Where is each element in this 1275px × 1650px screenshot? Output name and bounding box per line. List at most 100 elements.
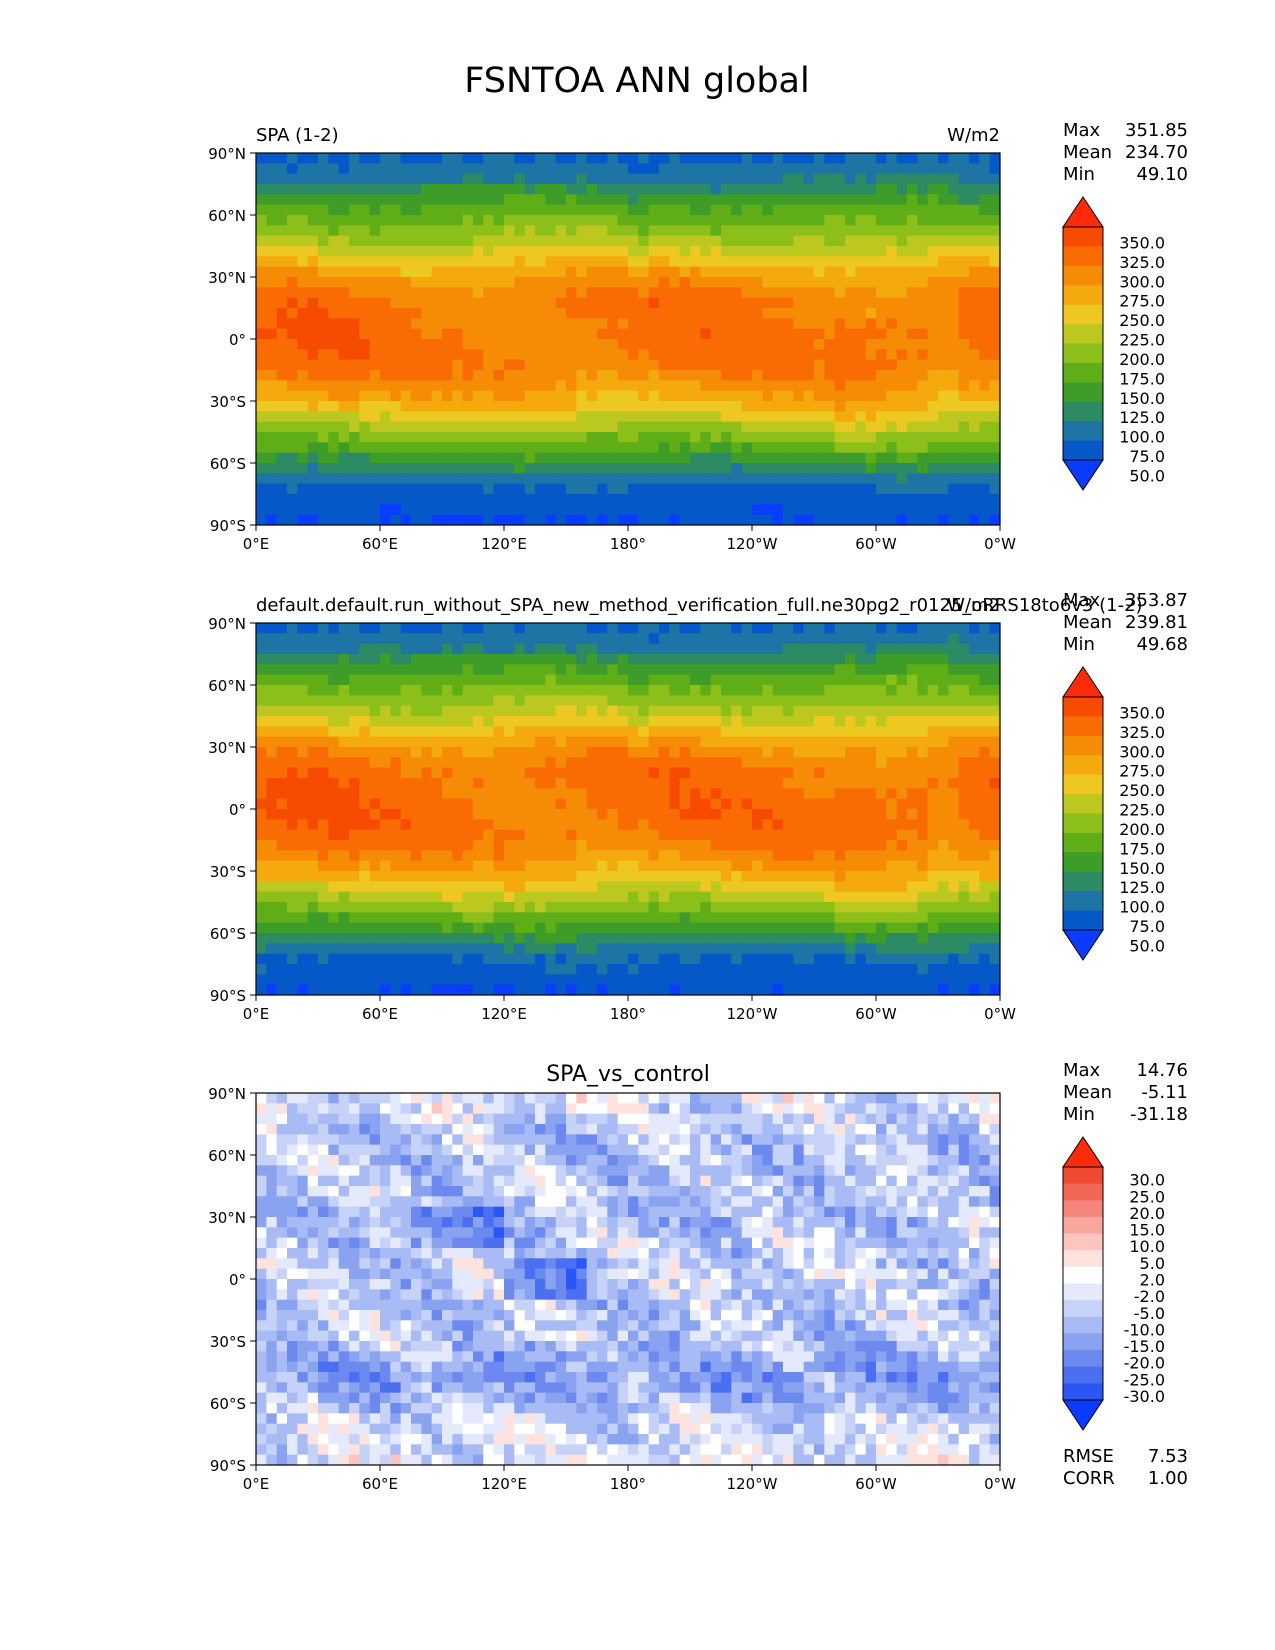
- map-cell: [380, 442, 391, 454]
- map-cell: [617, 494, 629, 505]
- map-cell: [700, 726, 712, 738]
- map-cell: [431, 349, 443, 361]
- map-cell: [917, 421, 929, 433]
- map-cell: [380, 246, 391, 257]
- map-cell: [597, 819, 608, 831]
- map-cell: [297, 674, 309, 686]
- map-cell: [266, 380, 278, 392]
- map-cell: [493, 757, 505, 769]
- map-cell: [555, 850, 567, 862]
- map-cell: [566, 349, 577, 361]
- map-cell: [566, 235, 577, 247]
- map-cell: [442, 235, 453, 247]
- map-cell: [617, 881, 629, 893]
- map-cell: [793, 421, 805, 433]
- map-cell: [989, 442, 1001, 454]
- map-cell: [886, 891, 898, 903]
- map-cell: [638, 401, 650, 412]
- map-cell: [731, 421, 743, 433]
- map-cell: [617, 623, 629, 634]
- map-cell: [958, 798, 970, 810]
- map-cell: [896, 359, 908, 371]
- map-cell: [793, 716, 805, 727]
- map-cell: [411, 153, 422, 164]
- map-cell: [369, 716, 381, 727]
- map-cell: [845, 504, 856, 516]
- map-cell: [400, 798, 412, 810]
- map-cell: [907, 674, 918, 686]
- map-cell: [731, 153, 743, 164]
- map-cell: [834, 757, 846, 769]
- map-cell: [969, 225, 980, 237]
- map-cell: [369, 225, 381, 237]
- map-cell: [390, 401, 402, 412]
- map-cell: [545, 778, 557, 789]
- map-cell: [442, 287, 453, 299]
- map-cell: [865, 246, 877, 257]
- map-cell: [535, 163, 546, 175]
- map-cell: [535, 933, 546, 944]
- map-cell: [855, 809, 867, 820]
- map-cell: [989, 623, 1001, 634]
- map-cell: [483, 225, 495, 237]
- map-cell: [452, 390, 464, 402]
- map-cell: [834, 401, 846, 412]
- map-cell: [741, 401, 753, 412]
- map-cell: [958, 339, 970, 350]
- map-cell: [669, 463, 681, 474]
- map-cell: [793, 674, 805, 686]
- map-cell: [545, 452, 557, 464]
- map-cell: [834, 235, 846, 247]
- map-cell: [638, 819, 650, 831]
- map-cell: [648, 912, 660, 924]
- map-cell: [349, 933, 360, 944]
- map-cell: [297, 912, 309, 924]
- map-cell: [555, 266, 567, 278]
- map-cell: [287, 194, 298, 206]
- map-cell: [411, 860, 422, 872]
- map-cell: [369, 757, 381, 769]
- map-cell: [741, 380, 753, 392]
- map-cell: [442, 494, 453, 505]
- map-cell: [886, 494, 898, 505]
- map-cell: [700, 463, 712, 474]
- map-cell: [948, 483, 960, 495]
- map-cell: [555, 514, 567, 526]
- map-cell: [431, 359, 443, 371]
- map-cell: [721, 463, 732, 474]
- map-cell: [555, 401, 567, 412]
- map-cell: [824, 225, 836, 237]
- map-cell: [380, 829, 391, 841]
- map-cell: [948, 308, 960, 319]
- map-cell: [586, 514, 598, 526]
- map-cell: [493, 442, 505, 454]
- map-cell: [659, 840, 670, 851]
- map-cell: [752, 809, 763, 820]
- map-cell: [793, 798, 805, 810]
- map-cell: [266, 788, 278, 800]
- map-cell: [958, 860, 970, 872]
- map-cell: [442, 194, 453, 206]
- map-cell: [442, 902, 453, 913]
- map-cell: [700, 850, 712, 862]
- map-cell: [690, 370, 701, 381]
- map-cell: [307, 452, 319, 464]
- map-cell: [700, 411, 712, 423]
- map-cell: [772, 494, 784, 505]
- map-cell: [504, 829, 515, 841]
- map-cell: [318, 173, 329, 185]
- map-cell: [865, 674, 877, 686]
- map-cell: [741, 163, 753, 175]
- map-cell: [648, 902, 660, 913]
- map-cell: [700, 933, 712, 944]
- map-cell: [731, 370, 743, 381]
- map-cell: [969, 256, 980, 268]
- map-cell: [617, 215, 629, 226]
- map-cell: [803, 747, 815, 758]
- map-cell: [989, 819, 1001, 831]
- map-cell: [669, 235, 681, 247]
- map-cell: [659, 736, 670, 748]
- map-cell: [545, 215, 557, 226]
- map-cell: [421, 912, 433, 924]
- map-cell: [741, 483, 753, 495]
